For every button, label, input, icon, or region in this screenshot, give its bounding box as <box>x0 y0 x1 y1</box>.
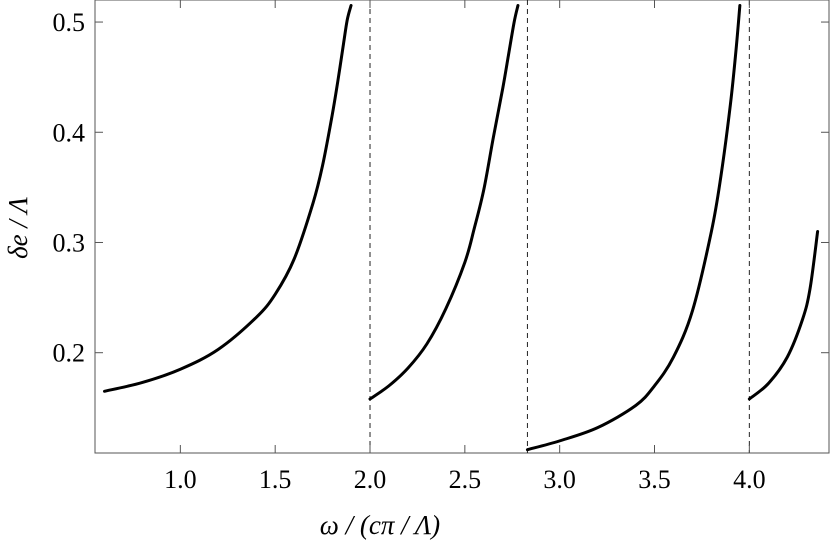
series-line-2 <box>525 4 742 452</box>
y-axis: 0.2 0.3 0.4 0.5 <box>53 8 829 368</box>
x-tick-label-3: 2.5 <box>449 465 482 494</box>
x-tick-label-0: 1.0 <box>164 465 197 494</box>
x-tick-label-5: 3.5 <box>638 465 671 494</box>
series-line-1 <box>368 4 520 401</box>
x-tick-label-6: 4.0 <box>733 465 766 494</box>
y-tick-label-1: 0.3 <box>53 228 86 257</box>
vertical-dashed-lines <box>369 0 750 453</box>
series-line-0 <box>102 4 353 393</box>
y-axis-label: δe / Λ <box>3 196 33 259</box>
series-line-3 <box>747 229 820 401</box>
series-group <box>102 4 820 452</box>
x-tick-label-4: 3.0 <box>543 465 576 494</box>
x-tick-label-1: 1.5 <box>259 465 292 494</box>
y-tick-label-0: 0.2 <box>53 339 86 368</box>
plot-frame <box>94 0 830 454</box>
y-tick-label-3: 0.5 <box>53 8 86 37</box>
x-axis-label: ω / (cπ / Λ) <box>320 510 440 540</box>
x-axis: 1.0 1.5 2.0 2.5 3.0 3.5 4.0 <box>164 0 766 494</box>
x-tick-label-2: 2.0 <box>354 465 387 494</box>
y-tick-label-2: 0.4 <box>53 118 86 147</box>
